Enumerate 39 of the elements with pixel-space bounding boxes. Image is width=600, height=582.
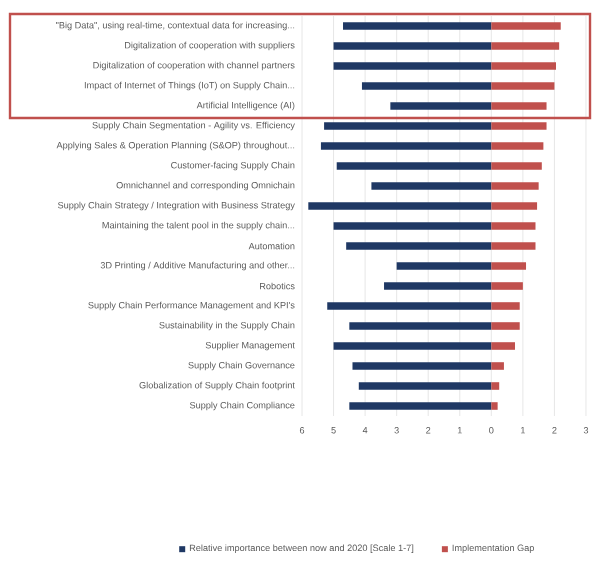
bar — [491, 262, 527, 270]
bar — [333, 222, 492, 230]
bar — [491, 62, 556, 70]
bar — [491, 302, 520, 310]
bar — [491, 102, 547, 110]
bar — [349, 322, 492, 330]
bar — [361, 82, 492, 90]
bar — [333, 62, 492, 70]
bar — [491, 182, 539, 190]
bar — [491, 42, 560, 50]
bar — [371, 182, 492, 190]
bar — [491, 202, 538, 210]
bar — [491, 222, 536, 230]
bar — [324, 122, 492, 130]
bar — [308, 202, 492, 210]
bar — [390, 102, 492, 110]
bar — [352, 362, 492, 370]
bar — [333, 42, 492, 50]
bar — [491, 382, 500, 390]
bar — [491, 82, 555, 90]
bar — [336, 162, 492, 170]
bar — [491, 162, 542, 170]
bar — [491, 142, 544, 150]
bar — [491, 342, 515, 350]
bar — [327, 302, 492, 310]
bar — [333, 342, 492, 350]
bar — [349, 402, 492, 410]
bar — [346, 242, 492, 250]
bar — [320, 142, 492, 150]
bar — [343, 22, 492, 30]
bar — [491, 22, 561, 30]
bar — [491, 402, 498, 410]
bar — [358, 382, 492, 390]
bar — [396, 262, 492, 270]
bar — [491, 322, 520, 330]
bar — [384, 282, 492, 290]
bar — [491, 362, 504, 370]
bar — [491, 242, 536, 250]
bar — [491, 282, 523, 290]
